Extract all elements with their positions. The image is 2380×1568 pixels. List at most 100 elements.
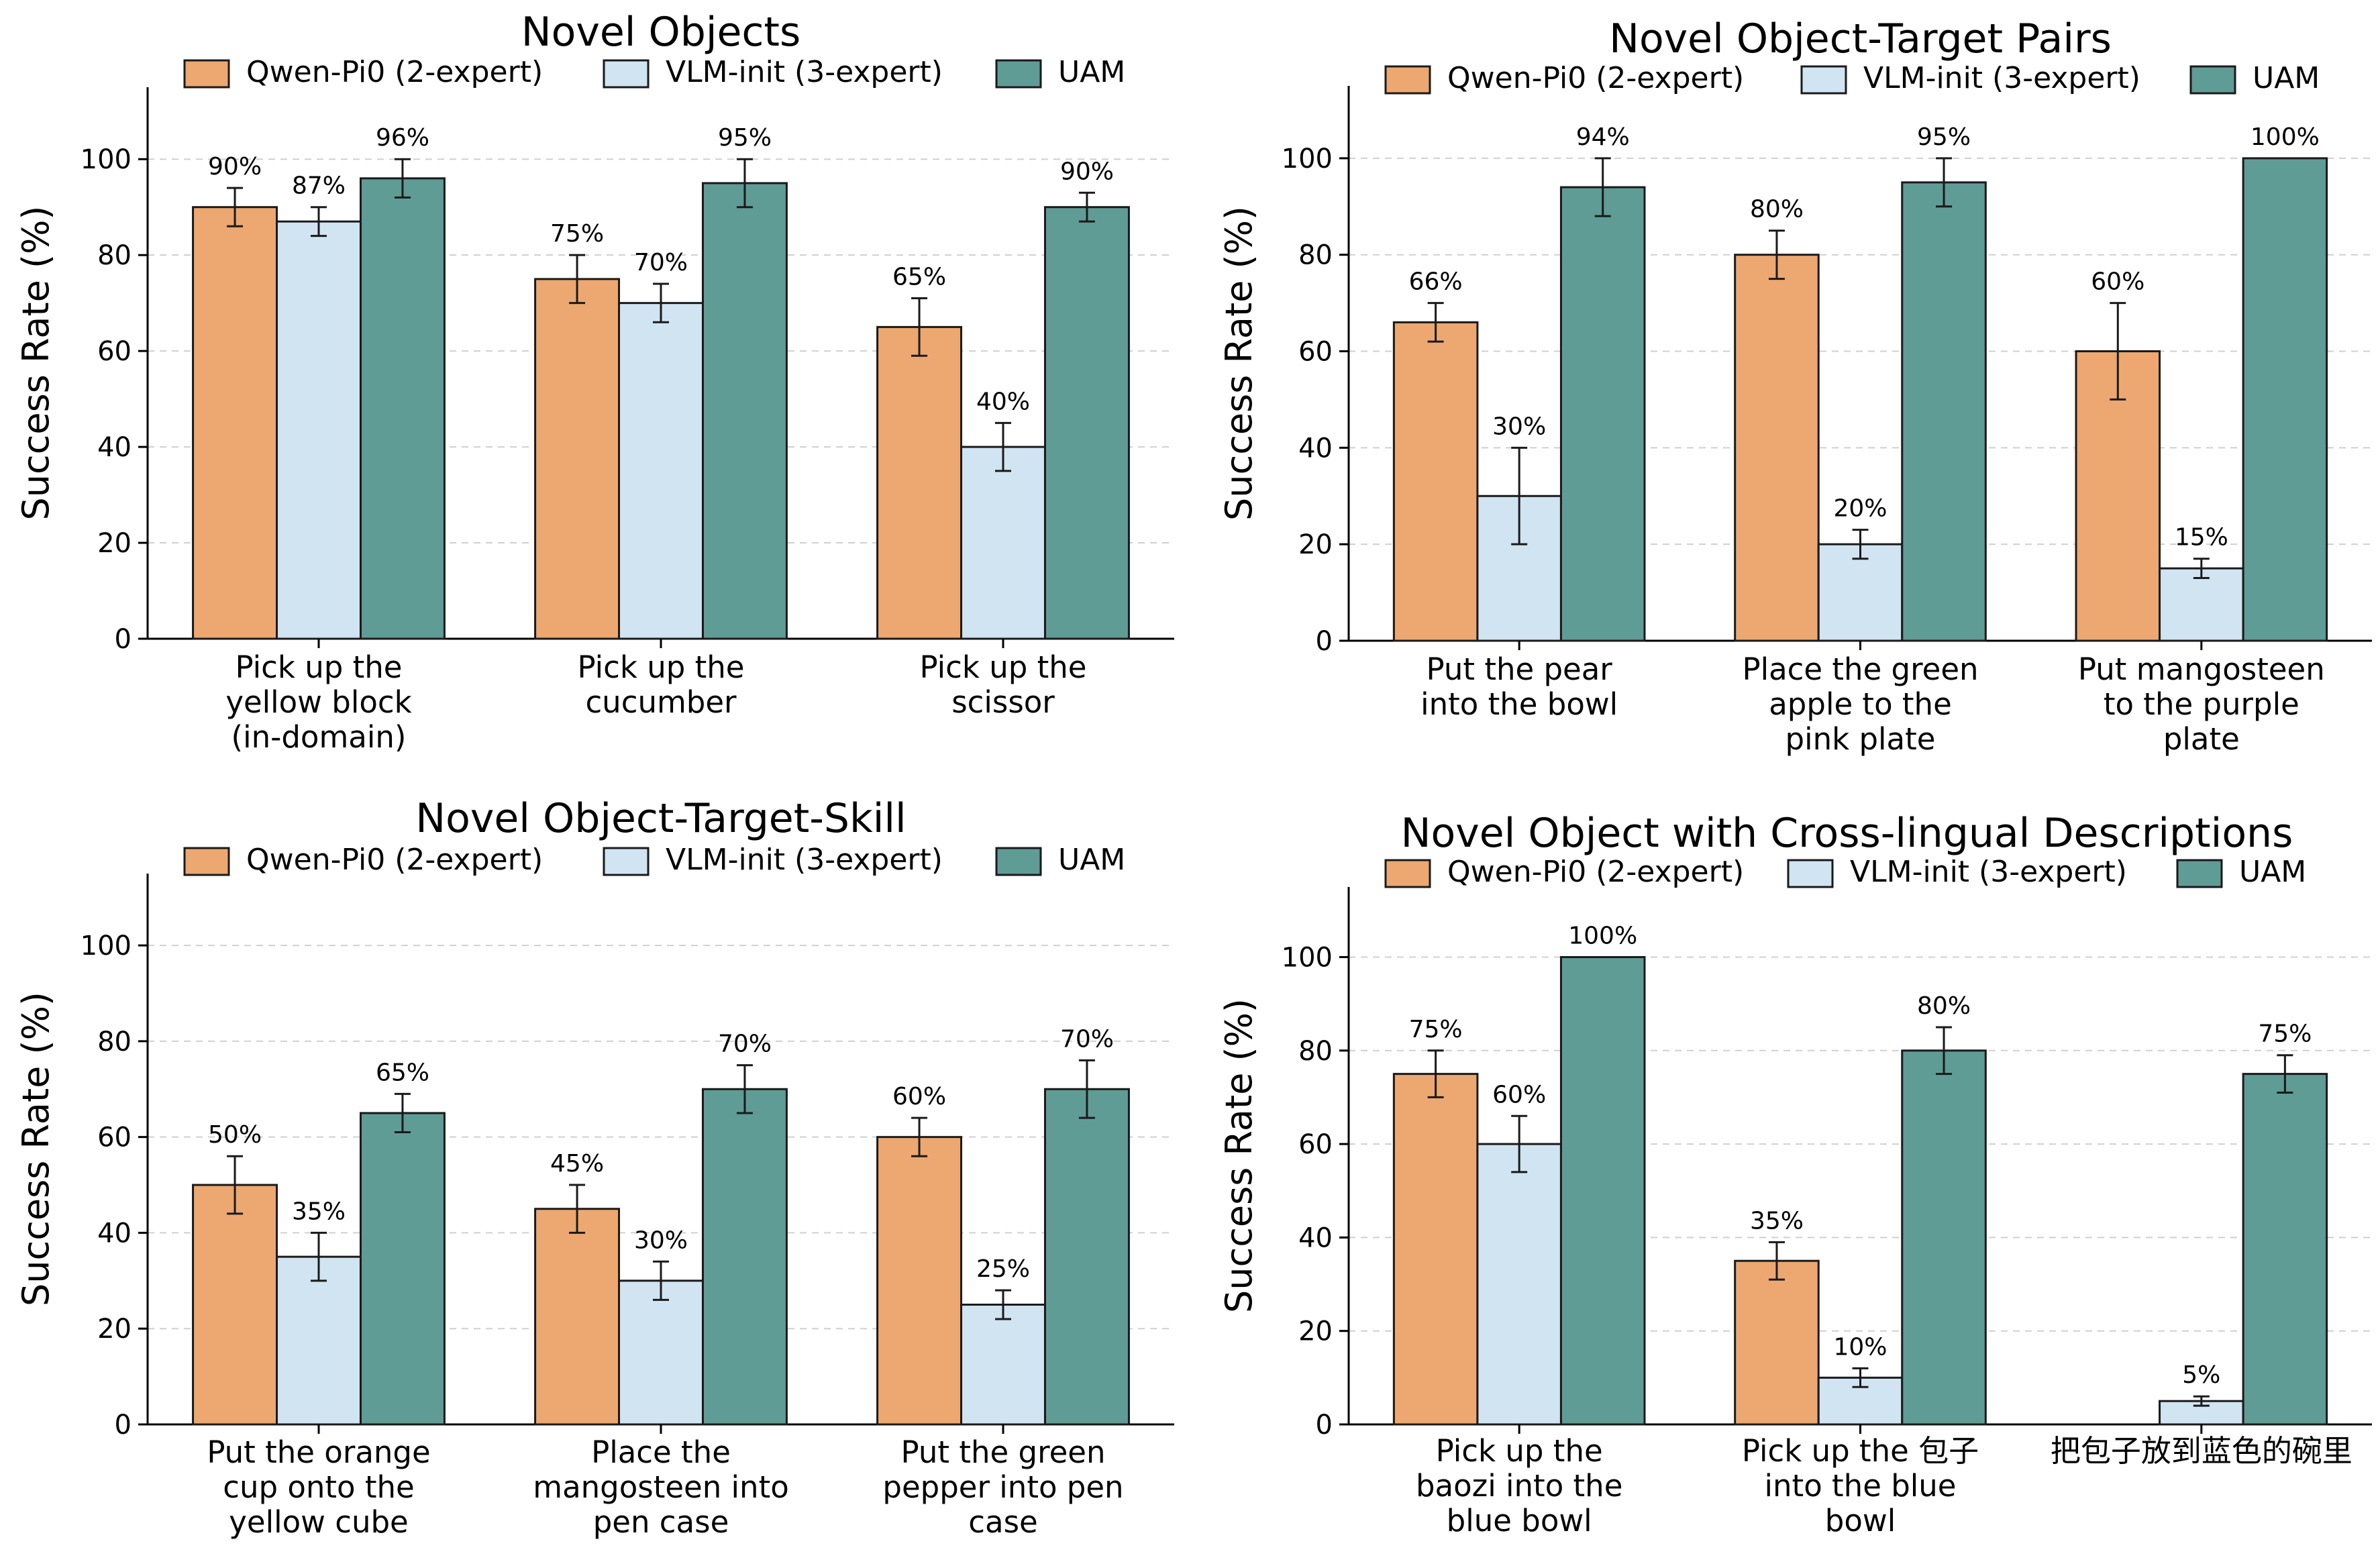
chart-panel-2: 0 20 40 60 80 100 Success Rate (%) Novel Object… <box>1218 15 2372 757</box>
data-label: 35% <box>1750 1207 1804 1235</box>
data-label: 100% <box>2250 123 2320 151</box>
y-tick-label: 100 <box>81 144 132 175</box>
bar <box>876 1136 963 1426</box>
bar <box>2242 157 2328 642</box>
data-label: 75% <box>1409 1016 1463 1043</box>
data-label: 95% <box>1917 123 1971 151</box>
legend-swatch <box>995 847 1042 876</box>
legend-label: UAM <box>1058 843 1125 877</box>
x-tick-label-line: Place the <box>591 1434 731 1470</box>
legend-swatch <box>603 847 650 876</box>
x-tick-label-line: case <box>968 1504 1037 1540</box>
x-tick-label-line: (in-domain) <box>231 719 407 755</box>
y-tick-label: 80 <box>97 240 132 271</box>
y-axis-label: Success Rate (%) <box>15 992 57 1306</box>
legend-swatch <box>1787 859 1834 888</box>
legend-swatch <box>183 847 230 876</box>
y-tick-label: 80 <box>97 1027 132 1057</box>
x-tick-label: Place the green apple to the pink plate <box>1742 651 1978 757</box>
x-tick-label-line: into the bowl <box>1420 686 1618 722</box>
data-label: 65% <box>892 264 946 291</box>
x-tick-label-line: cup onto the <box>223 1469 415 1505</box>
x-tick-label-line: pink plate <box>1786 721 1936 757</box>
data-label: 95% <box>718 124 772 152</box>
bar <box>1392 321 1479 642</box>
x-tick-label-line: pen case <box>593 1504 729 1540</box>
legend-label: Qwen-Pi0 (2-expert) <box>246 55 543 89</box>
bar <box>2242 1073 2328 1426</box>
y-tick-label: 0 <box>1316 626 1333 657</box>
x-tick-label-line: yellow cube <box>229 1504 408 1540</box>
bar <box>1043 1088 1130 1426</box>
bar <box>701 1088 788 1426</box>
data-label: 80% <box>1917 992 1971 1020</box>
data-label: 15% <box>2175 524 2228 552</box>
x-tick-label-line: apple to the <box>1769 686 1952 722</box>
legend-label: VLM-init (3-expert) <box>666 843 943 877</box>
data-label: 30% <box>634 1226 688 1254</box>
x-tick-label: Pick up the cucumber <box>578 649 745 720</box>
data-label: 75% <box>2258 1021 2312 1048</box>
y-tick-label: 60 <box>1298 337 1333 368</box>
x-tick-label-line: Put the green <box>901 1434 1106 1470</box>
x-tick-label-line: 把包子放到蓝色的碗里 <box>2051 1433 2352 1469</box>
legend-swatch <box>1800 65 1847 95</box>
legend-swatch <box>183 59 230 89</box>
bar <box>1559 955 1646 1426</box>
data-label: 25% <box>976 1255 1030 1283</box>
bar <box>2159 567 2244 642</box>
y-tick-label: 100 <box>81 931 132 961</box>
y-tick-label: 80 <box>1298 1036 1333 1067</box>
legend-label: VLM-init (3-expert) <box>666 55 943 89</box>
bar <box>1559 186 1646 642</box>
x-tick-label-line: Put the pear <box>1427 651 1613 687</box>
y-tick-label: 0 <box>115 624 132 655</box>
legend-swatch <box>2189 65 2236 95</box>
y-axis-label: Success Rate (%) <box>15 206 57 521</box>
data-label: 70% <box>1060 1025 1114 1053</box>
x-tick-label-line: bowl <box>1825 1503 1896 1538</box>
data-label: 20% <box>1833 495 1887 523</box>
x-tick-label-line: Put the orange <box>207 1434 430 1470</box>
data-label: 65% <box>376 1059 429 1086</box>
bar <box>1901 181 1987 642</box>
x-tick-label: Put the orange cup onto the yellow cube <box>207 1434 430 1540</box>
bar <box>276 220 362 640</box>
data-label: 70% <box>718 1031 772 1058</box>
chart-panel-4: 0 20 40 60 80 100 Success Rate (%) Novel Object… <box>1218 810 2372 1538</box>
data-label: 35% <box>292 1198 346 1225</box>
legend-label: Qwen-Pi0 (2-expert) <box>246 843 543 877</box>
data-label: 90% <box>208 153 262 180</box>
data-label: 94% <box>1576 123 1630 151</box>
y-tick-label: 100 <box>1282 942 1333 973</box>
data-label: 87% <box>292 172 346 200</box>
x-tick-label-line: plate <box>2163 721 2240 757</box>
y-tick-label: 100 <box>1282 144 1333 174</box>
data-label: 40% <box>976 388 1030 415</box>
x-tick-label: 把包子放到蓝色的碗里 <box>2051 1433 2352 1469</box>
data-label: 10% <box>1833 1333 1887 1361</box>
bar <box>276 1255 362 1426</box>
x-tick-label-line: Pick up the <box>1436 1433 1603 1469</box>
x-tick-label: Place the mangosteen into pen case <box>533 1434 789 1540</box>
bar <box>359 177 446 640</box>
y-tick-label: 20 <box>97 1314 132 1345</box>
legend-swatch <box>995 59 1042 89</box>
x-tick-label-line: Place the green <box>1742 651 1978 687</box>
data-label: 60% <box>892 1083 946 1110</box>
data-label: 50% <box>208 1121 262 1149</box>
bar <box>701 182 788 640</box>
y-tick-label: 0 <box>1316 1410 1333 1441</box>
x-tick-label: Put the green pepper into pen case <box>882 1434 1123 1540</box>
legend-swatch <box>1384 65 1431 95</box>
legend-swatch <box>2176 859 2223 888</box>
data-label: 100% <box>1568 922 1637 949</box>
x-tick-label-line: scissor <box>951 684 1055 720</box>
x-tick-label: Pick up the baozi into the blue bowl <box>1416 1433 1622 1538</box>
legend-label: VLM-init (3-expert) <box>1850 855 2127 889</box>
bar <box>618 302 704 640</box>
x-tick-label-line: to the purple <box>2104 686 2299 722</box>
legend-label: UAM <box>2239 855 2306 889</box>
x-tick-label-line: into the blue <box>1765 1468 1957 1504</box>
data-label: 75% <box>550 220 604 248</box>
